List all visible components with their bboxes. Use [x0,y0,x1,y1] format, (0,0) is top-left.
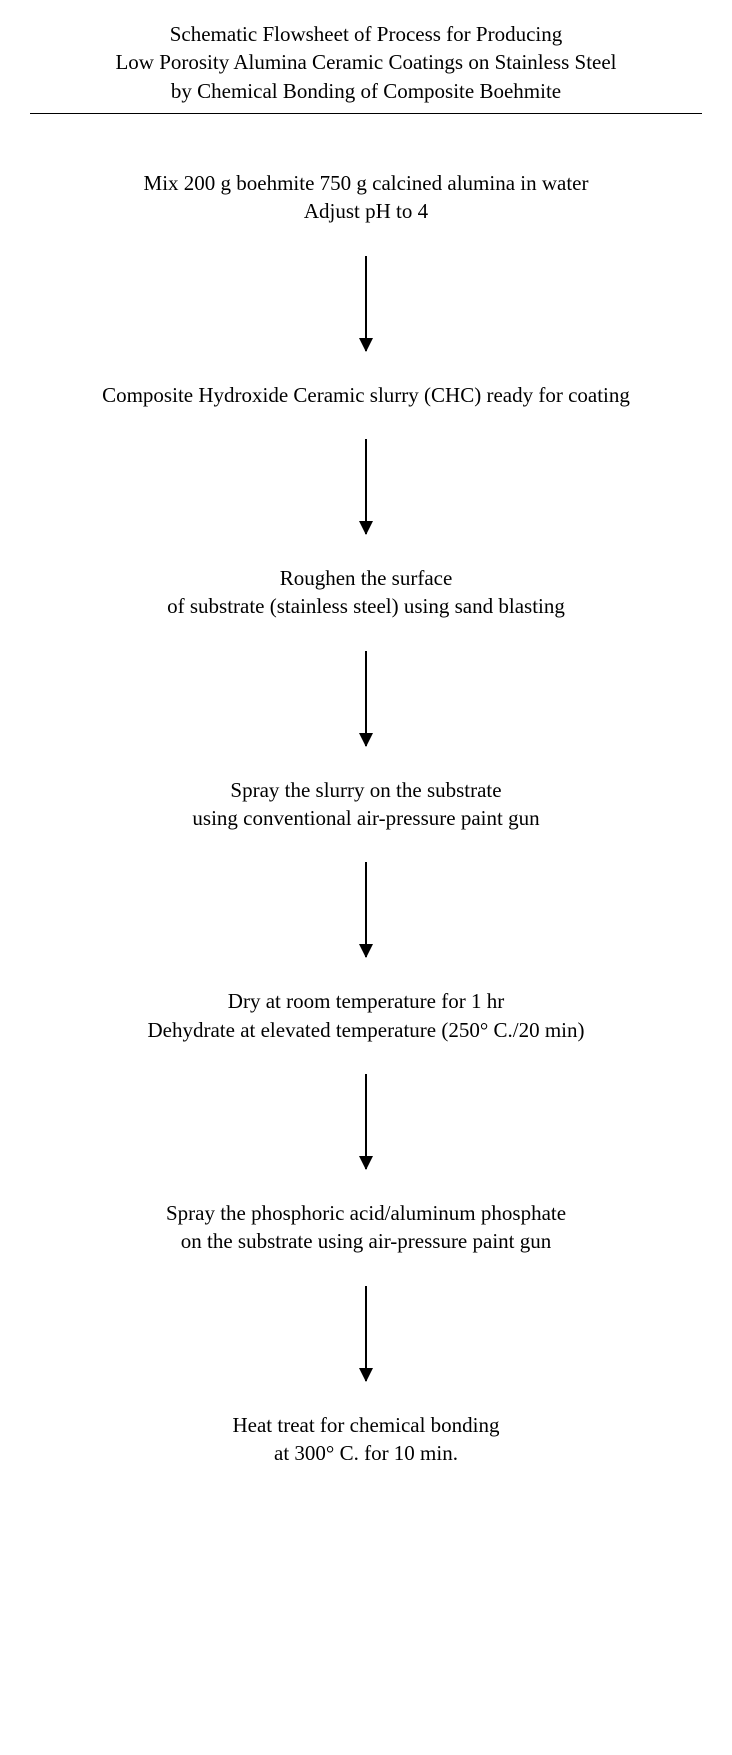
flow-arrow-5 [30,1074,702,1169]
flowsheet-title: Schematic Flowsheet of Process for Produ… [30,20,702,114]
flow-step-1-line-1: Mix 200 g boehmite 750 g calcined alumin… [30,169,702,197]
flow-step-5-line-2: Dehydrate at elevated temperature (250° … [30,1016,702,1044]
down-arrow-icon [365,439,367,534]
flow-step-6-line-2: on the substrate using air-pressure pain… [30,1227,702,1255]
flow-arrow-3 [30,651,702,746]
flow-step-2-line-1: Composite Hydroxide Ceramic slurry (CHC)… [30,381,702,409]
title-line-3: by Chemical Bonding of Composite Boehmit… [30,77,702,105]
title-line-2: Low Porosity Alumina Ceramic Coatings on… [30,48,702,76]
flowchart-container: Mix 200 g boehmite 750 g calcined alumin… [30,169,702,1467]
flow-step-5: Dry at room temperature for 1 hrDehydrat… [30,987,702,1044]
flow-step-1: Mix 200 g boehmite 750 g calcined alumin… [30,169,702,226]
flow-step-7-line-1: Heat treat for chemical bonding [30,1411,702,1439]
flow-arrow-6 [30,1286,702,1381]
flow-step-1-line-2: Adjust pH to 4 [30,197,702,225]
flow-step-4-line-1: Spray the slurry on the substrate [30,776,702,804]
down-arrow-icon [365,1286,367,1381]
flow-step-3-line-1: Roughen the surface [30,564,702,592]
down-arrow-icon [365,862,367,957]
flow-step-3-line-2: of substrate (stainless steel) using san… [30,592,702,620]
flow-arrow-1 [30,256,702,351]
flow-step-4: Spray the slurry on the substrateusing c… [30,776,702,833]
flow-step-6: Spray the phosphoric acid/aluminum phosp… [30,1199,702,1256]
flow-step-5-line-1: Dry at room temperature for 1 hr [30,987,702,1015]
flow-step-7-line-2: at 300° C. for 10 min. [30,1439,702,1467]
flow-step-2: Composite Hydroxide Ceramic slurry (CHC)… [30,381,702,409]
flow-arrow-4 [30,862,702,957]
down-arrow-icon [365,1074,367,1169]
flow-step-7: Heat treat for chemical bondingat 300° C… [30,1411,702,1468]
flow-step-4-line-2: using conventional air-pressure paint gu… [30,804,702,832]
flow-step-3: Roughen the surfaceof substrate (stainle… [30,564,702,621]
flow-step-6-line-1: Spray the phosphoric acid/aluminum phosp… [30,1199,702,1227]
title-line-1: Schematic Flowsheet of Process for Produ… [30,20,702,48]
flow-arrow-2 [30,439,702,534]
down-arrow-icon [365,651,367,746]
down-arrow-icon [365,256,367,351]
